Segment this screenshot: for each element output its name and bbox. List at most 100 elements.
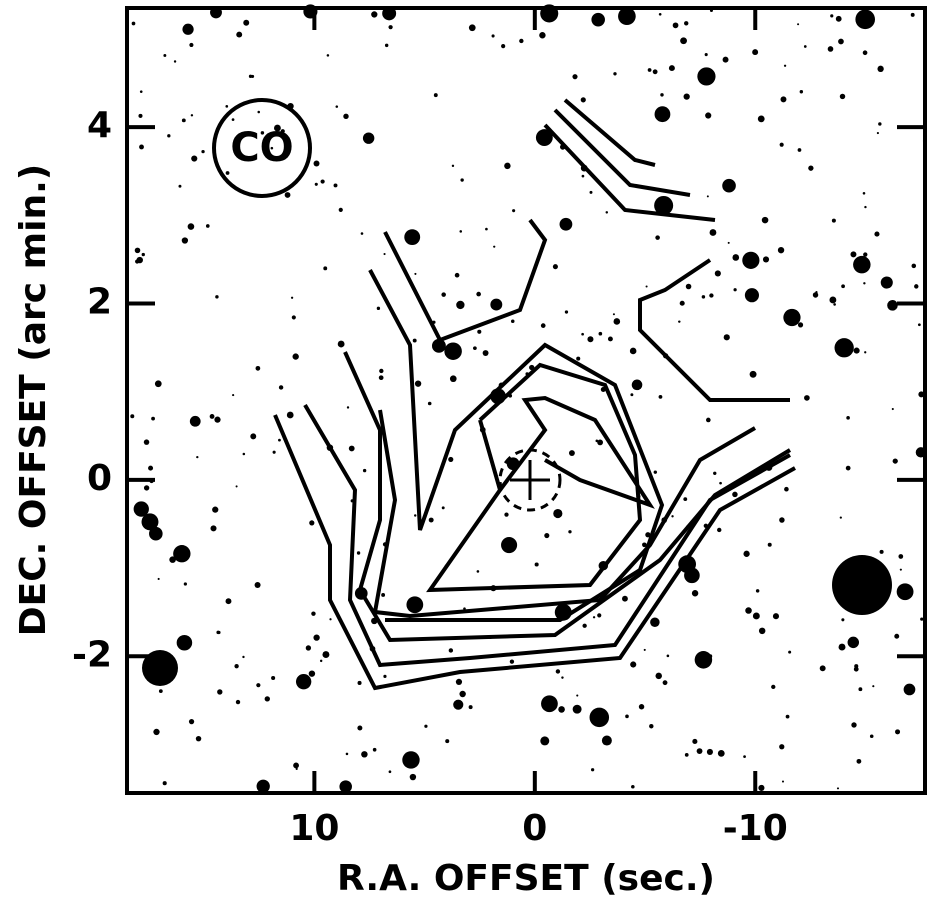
star	[599, 332, 603, 336]
star	[163, 781, 167, 785]
star	[697, 67, 715, 85]
star	[732, 254, 739, 261]
star	[214, 417, 220, 423]
star	[630, 393, 633, 396]
star	[561, 676, 563, 678]
star	[456, 679, 462, 685]
star	[191, 155, 197, 161]
star	[758, 115, 765, 122]
star	[142, 253, 145, 256]
x-tick-label: -10	[723, 808, 788, 849]
star	[713, 472, 716, 475]
star	[788, 651, 791, 654]
star	[196, 736, 201, 741]
star	[756, 589, 759, 592]
star	[655, 106, 671, 122]
star	[255, 582, 261, 588]
star	[838, 39, 844, 45]
star	[182, 24, 193, 35]
star	[177, 635, 193, 651]
star	[377, 307, 380, 310]
contour-line	[555, 110, 690, 195]
star	[271, 676, 275, 680]
star	[576, 357, 580, 361]
star	[798, 322, 803, 327]
star	[576, 694, 578, 696]
star	[898, 554, 903, 559]
star	[781, 96, 787, 102]
star	[893, 458, 898, 463]
star	[210, 525, 216, 531]
star	[715, 270, 721, 276]
star	[773, 613, 779, 619]
star	[151, 417, 155, 421]
star	[846, 466, 851, 471]
star	[892, 408, 894, 410]
star	[226, 171, 230, 175]
star	[314, 160, 320, 166]
star	[336, 105, 339, 108]
star	[887, 300, 898, 311]
star	[201, 150, 204, 153]
star	[758, 785, 764, 791]
star	[357, 726, 362, 731]
star	[291, 297, 293, 299]
star	[334, 183, 338, 187]
star	[841, 284, 845, 288]
star	[473, 346, 477, 350]
star	[759, 628, 765, 634]
star	[724, 334, 730, 340]
star	[762, 217, 769, 224]
star	[234, 664, 238, 668]
star	[655, 673, 662, 680]
star	[535, 562, 539, 566]
chart: CO R.A. OFFSET (sec.) DEC. OFFSET (arc m…	[0, 0, 929, 903]
contour-line	[640, 260, 790, 400]
star	[648, 68, 652, 72]
star	[329, 618, 331, 620]
x-tick-label: 10	[289, 808, 339, 849]
star	[444, 342, 462, 360]
y-tick-label: 0	[87, 458, 112, 499]
star	[753, 612, 760, 619]
star	[140, 90, 143, 93]
star	[249, 75, 252, 78]
star	[832, 555, 892, 615]
star	[477, 570, 480, 573]
star	[232, 118, 235, 121]
star	[456, 301, 464, 309]
star	[573, 705, 582, 714]
star	[265, 696, 270, 701]
star	[784, 487, 789, 492]
star	[236, 700, 240, 704]
star	[293, 353, 299, 359]
star	[306, 645, 311, 650]
star	[226, 598, 232, 604]
star	[560, 218, 573, 231]
star	[581, 333, 584, 336]
star	[779, 744, 784, 749]
star	[448, 457, 453, 462]
star	[379, 375, 384, 380]
star	[800, 90, 803, 93]
star	[278, 439, 281, 442]
star	[511, 319, 515, 323]
star	[877, 132, 879, 134]
star	[285, 192, 291, 198]
star	[206, 224, 210, 228]
star	[373, 748, 377, 752]
star	[832, 219, 836, 223]
star	[745, 288, 759, 302]
star	[864, 206, 866, 208]
star	[582, 624, 586, 628]
x-axis-title: R.A. OFFSET (sec.)	[337, 858, 715, 899]
contours	[275, 100, 795, 688]
star	[144, 485, 149, 490]
star	[414, 514, 416, 516]
star	[236, 32, 242, 38]
star	[686, 284, 692, 290]
star	[630, 348, 637, 355]
star	[460, 178, 463, 181]
star	[683, 497, 687, 501]
star	[279, 385, 283, 389]
